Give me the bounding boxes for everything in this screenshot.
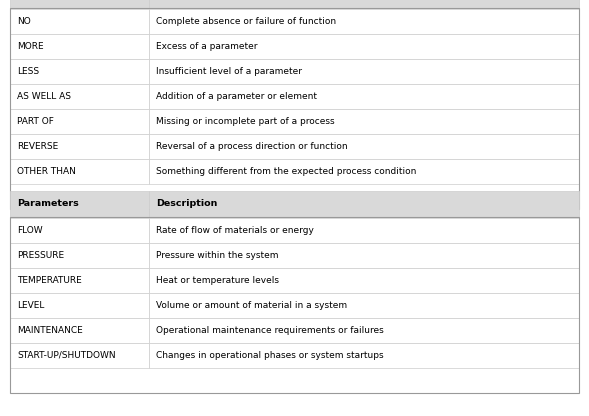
Bar [150, 343, 579, 368]
Text: AS WELL AS: AS WELL AS [17, 92, 71, 101]
Bar [10, 243, 150, 268]
Bar [150, 9, 579, 34]
Bar [150, 134, 579, 159]
Text: REVERSE: REVERSE [17, 142, 58, 151]
Bar [10, 34, 150, 59]
Text: OTHER THAN: OTHER THAN [17, 167, 76, 176]
Bar [150, 159, 579, 184]
Text: Complete absence or failure of function: Complete absence or failure of function [157, 17, 336, 26]
Text: PART OF: PART OF [17, 117, 54, 126]
Text: Volume or amount of material in a system: Volume or amount of material in a system [157, 301, 348, 310]
Bar [150, 293, 579, 318]
Bar [10, 59, 150, 84]
Bar [10, 318, 150, 343]
Bar [150, 109, 579, 134]
Text: START-UP/SHUTDOWN: START-UP/SHUTDOWN [17, 351, 115, 360]
Bar [10, 218, 150, 243]
Text: Parameters: Parameters [17, 200, 79, 208]
Bar [10, 0, 150, 8]
Bar [10, 159, 150, 184]
Bar [150, 34, 579, 59]
Bar [10, 191, 150, 217]
Text: Something different from the expected process condition: Something different from the expected pr… [157, 167, 417, 176]
Text: Excess of a parameter: Excess of a parameter [157, 42, 258, 51]
Bar [10, 134, 150, 159]
Text: Addition of a parameter or element: Addition of a parameter or element [157, 92, 317, 101]
Text: PRESSURE: PRESSURE [17, 251, 64, 260]
Bar [150, 84, 579, 109]
Bar [150, 268, 579, 293]
Text: Rate of flow of materials or energy: Rate of flow of materials or energy [157, 226, 315, 235]
Text: Pressure within the system: Pressure within the system [157, 251, 279, 260]
Text: NO: NO [17, 17, 31, 26]
Bar [10, 343, 150, 368]
Bar [150, 59, 579, 84]
Bar [150, 318, 579, 343]
Text: Changes in operational phases or system startups: Changes in operational phases or system … [157, 351, 384, 360]
Bar [10, 217, 579, 393]
Bar [150, 0, 579, 8]
Bar [150, 191, 579, 217]
Bar [10, 84, 150, 109]
Text: TEMPERATURE: TEMPERATURE [17, 276, 82, 285]
Text: LEVEL: LEVEL [17, 301, 44, 310]
Bar [10, 9, 150, 34]
Bar [150, 243, 579, 268]
Bar [10, 268, 150, 293]
Text: Reversal of a process direction or function: Reversal of a process direction or funct… [157, 142, 348, 151]
Bar [10, 293, 150, 318]
Text: Heat or temperature levels: Heat or temperature levels [157, 276, 279, 285]
Text: LESS: LESS [17, 67, 39, 76]
Text: MORE: MORE [17, 42, 44, 51]
Bar [10, 8, 579, 209]
Bar [10, 109, 150, 134]
Text: Insufficient level of a parameter: Insufficient level of a parameter [157, 67, 302, 76]
Text: Missing or incomplete part of a process: Missing or incomplete part of a process [157, 117, 335, 126]
Text: FLOW: FLOW [17, 226, 42, 235]
Bar [150, 218, 579, 243]
Text: MAINTENANCE: MAINTENANCE [17, 326, 82, 335]
Text: Description: Description [157, 200, 218, 208]
Text: Operational maintenance requirements or failures: Operational maintenance requirements or … [157, 326, 384, 335]
